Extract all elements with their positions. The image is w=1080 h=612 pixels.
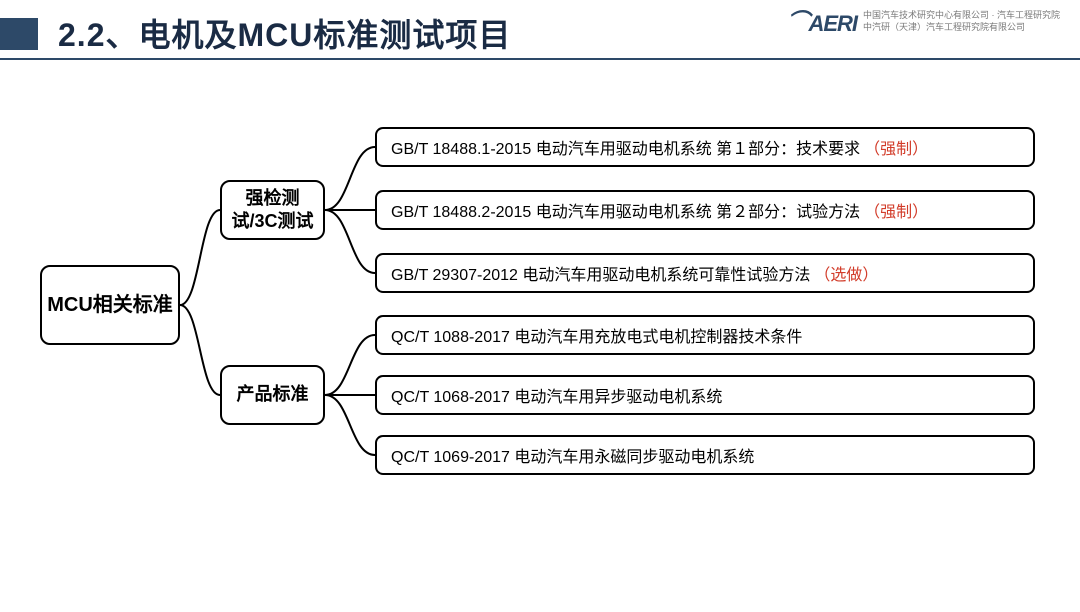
leaf-tag: （选做） [814, 261, 878, 285]
logo-sub-1: 中国汽车技术研究中心有限公司 · 汽车工程研究院 [863, 10, 1060, 22]
leaf-tag: （强制） [864, 198, 928, 222]
tree-leaf: QC/T 1069-2017 电动汽车用永磁同步驱动电机系统 [375, 435, 1035, 475]
leaf-text: GB/T 29307-2012 电动汽车用驱动电机系统可靠性试验方法 [391, 261, 810, 285]
leaf-text: QC/T 1068-2017 电动汽车用异步驱动电机系统 [391, 383, 722, 407]
tree-leaf: GB/T 18488.1-2015 电动汽车用驱动电机系统 第１部分：技术要求（… [375, 127, 1035, 167]
tree-leaf: QC/T 1088-2017 电动汽车用充放电式电机控制器技术条件 [375, 315, 1035, 355]
leaf-text: QC/T 1069-2017 电动汽车用永磁同步驱动电机系统 [391, 443, 754, 467]
leaf-text: GB/T 18488.1-2015 电动汽车用驱动电机系统 第１部分：技术要求 [391, 135, 860, 159]
tree-category-2: 产品标准 [220, 365, 325, 425]
leaf-text: QC/T 1088-2017 电动汽车用充放电式电机控制器技术条件 [391, 323, 802, 347]
tree-root: MCU相关标准 [40, 265, 180, 345]
page-title: 2.2、电机及MCU标准测试项目 [58, 10, 511, 56]
tree-leaf: QC/T 1068-2017 电动汽车用异步驱动电机系统 [375, 375, 1035, 415]
logo-mark: ⌒AERI [787, 6, 857, 38]
leaf-tag: （强制） [864, 135, 928, 159]
tree-leaf: GB/T 29307-2012 电动汽车用驱动电机系统可靠性试验方法（选做） [375, 253, 1035, 293]
leaf-text: GB/T 18488.2-2015 电动汽车用驱动电机系统 第２部分：试验方法 [391, 198, 860, 222]
logo-sub-2: 中汽研（天津）汽车工程研究院有限公司 [863, 22, 1060, 34]
header-accent-bar [0, 18, 38, 50]
standards-tree: MCU相关标准 强检测试/3C测试 产品标准 GB/T 18488.1-2015… [40, 110, 1040, 530]
tree-category-1: 强检测试/3C测试 [220, 180, 325, 240]
logo-block: ⌒AERI 中国汽车技术研究中心有限公司 · 汽车工程研究院 中汽研（天津）汽车… [787, 6, 1060, 38]
logo-text: AERI [808, 11, 857, 36]
tree-leaf: GB/T 18488.2-2015 电动汽车用驱动电机系统 第２部分：试验方法（… [375, 190, 1035, 230]
header-rule [0, 58, 1080, 60]
